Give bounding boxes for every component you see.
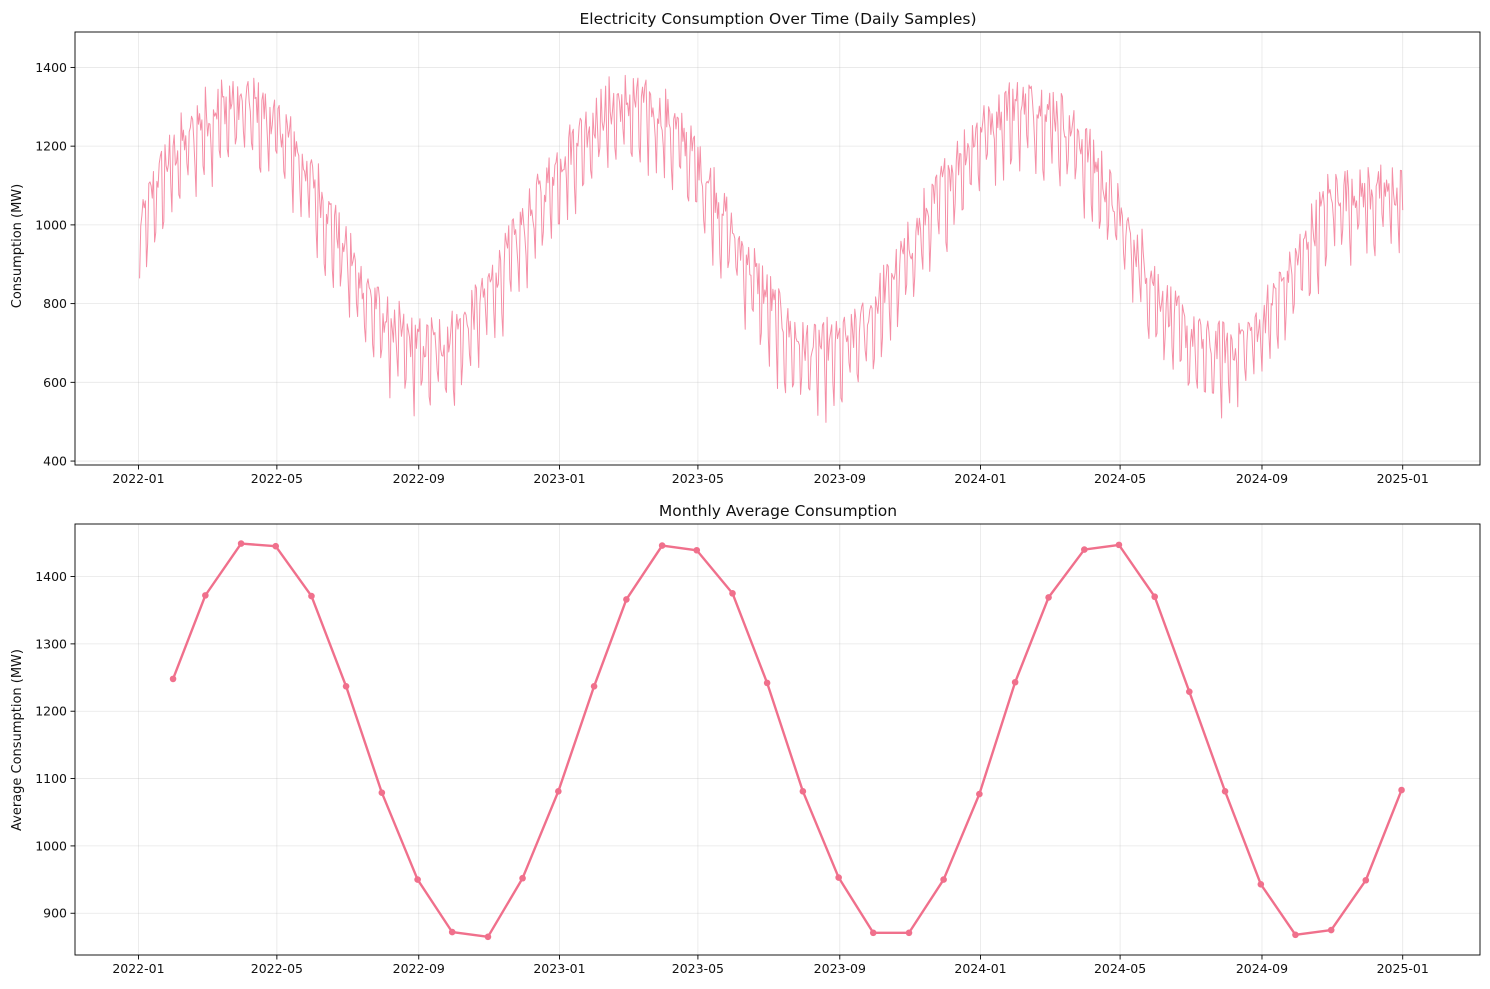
gridlines bbox=[75, 524, 1480, 955]
x-tick-label: 2022-01 bbox=[112, 471, 164, 486]
data-point bbox=[1221, 788, 1229, 795]
data-point bbox=[835, 874, 842, 881]
data-point bbox=[308, 592, 315, 600]
x-tick-label: 2022-05 bbox=[251, 961, 303, 976]
data-point bbox=[940, 876, 947, 883]
y-tick-label: 1000 bbox=[35, 838, 67, 853]
data-point bbox=[1081, 546, 1088, 553]
x-tick-label: 2023-09 bbox=[814, 471, 866, 486]
x-tick-label: 2024-05 bbox=[1094, 961, 1146, 976]
x-axis: 2022-01 2022-05 2022-09 2023-01 2023-05 2023-… bbox=[112, 465, 1429, 486]
data-point bbox=[202, 592, 209, 599]
data-point bbox=[1362, 876, 1370, 884]
data-point bbox=[763, 679, 771, 687]
data-point bbox=[869, 929, 877, 937]
plot-area bbox=[139, 74, 1404, 423]
y-tick-label: 1300 bbox=[35, 636, 67, 651]
x-tick-label: 2023-05 bbox=[672, 471, 724, 486]
x-tick-label: 2025-01 bbox=[1377, 961, 1429, 976]
x-tick-label: 2022-05 bbox=[251, 471, 303, 486]
data-point bbox=[1257, 880, 1265, 888]
data-point bbox=[1045, 594, 1052, 601]
chart-title: Monthly Average Consumption bbox=[659, 502, 897, 520]
data-point bbox=[1115, 541, 1123, 549]
data-point bbox=[484, 933, 492, 941]
data-point bbox=[693, 546, 701, 554]
plot-area bbox=[169, 540, 1405, 941]
x-tick-label: 2024-01 bbox=[954, 471, 1006, 486]
x-axis: 2022-01 2022-05 2022-09 2023-01 2023-05 2023-… bbox=[112, 955, 1429, 976]
x-tick-label: 2024-09 bbox=[1236, 471, 1288, 486]
data-point bbox=[905, 929, 913, 937]
x-tick-label: 2023-09 bbox=[814, 961, 866, 976]
y-axis: 400 600 800 1000 1200 1400 bbox=[35, 60, 75, 469]
daily-consumption-chart: Electricity Consumption Over Time (Daily… bbox=[10, 10, 1481, 486]
y-axis-label: Consumption (MW) bbox=[10, 184, 25, 308]
monthly-average-line bbox=[171, 542, 1403, 939]
data-point bbox=[169, 675, 177, 683]
y-tick-label: 1200 bbox=[35, 139, 67, 154]
data-point bbox=[658, 542, 666, 549]
data-point bbox=[590, 683, 598, 690]
data-point bbox=[799, 788, 807, 795]
y-tick-label: 1200 bbox=[35, 704, 67, 719]
data-point bbox=[272, 542, 280, 550]
axes-frame bbox=[74, 31, 1481, 466]
y-tick-label: 1000 bbox=[35, 217, 67, 232]
data-point bbox=[342, 683, 350, 690]
data-point bbox=[623, 596, 630, 603]
data-point bbox=[729, 590, 736, 597]
data-point bbox=[1186, 688, 1193, 695]
x-tick-label: 2024-05 bbox=[1094, 471, 1146, 486]
x-tick-label: 2023-01 bbox=[533, 471, 585, 486]
y-tick-label: 600 bbox=[43, 375, 67, 390]
x-tick-label: 2022-01 bbox=[112, 961, 164, 976]
axes-frame bbox=[74, 523, 1481, 956]
data-point bbox=[555, 788, 562, 795]
data-point bbox=[519, 874, 526, 882]
y-tick-label: 1100 bbox=[35, 771, 67, 786]
data-point bbox=[378, 789, 386, 796]
x-tick-label: 2023-05 bbox=[672, 961, 724, 976]
data-point bbox=[448, 928, 456, 936]
y-axis-label: Average Consumption (MW) bbox=[10, 649, 25, 831]
monthly-average-chart: Monthly Average Consumption Average Cons… bbox=[10, 502, 1481, 976]
x-tick-label: 2025-01 bbox=[1377, 471, 1429, 486]
data-point bbox=[414, 876, 421, 883]
x-tick-label: 2022-09 bbox=[393, 471, 445, 486]
y-tick-label: 800 bbox=[43, 296, 67, 311]
data-point bbox=[237, 540, 245, 547]
x-tick-label: 2024-01 bbox=[954, 961, 1006, 976]
x-tick-label: 2023-01 bbox=[533, 961, 585, 976]
gridlines bbox=[75, 32, 1480, 465]
y-tick-label: 1400 bbox=[35, 569, 67, 584]
y-axis: 900 1000 1100 1200 1300 1400 bbox=[35, 569, 75, 921]
daily-consumption-line bbox=[139, 74, 1404, 423]
data-point bbox=[1292, 931, 1299, 939]
y-tick-label: 400 bbox=[43, 454, 67, 469]
x-tick-label: 2024-09 bbox=[1236, 961, 1288, 976]
data-point bbox=[1011, 678, 1019, 686]
data-point bbox=[1327, 926, 1335, 934]
y-tick-label: 900 bbox=[43, 906, 67, 921]
x-tick-label: 2022-09 bbox=[393, 961, 445, 976]
data-point bbox=[1398, 786, 1405, 794]
data-point bbox=[976, 790, 983, 798]
chart-title: Electricity Consumption Over Time (Daily… bbox=[579, 10, 976, 28]
y-tick-label: 1400 bbox=[35, 60, 67, 75]
data-point bbox=[1151, 593, 1158, 601]
